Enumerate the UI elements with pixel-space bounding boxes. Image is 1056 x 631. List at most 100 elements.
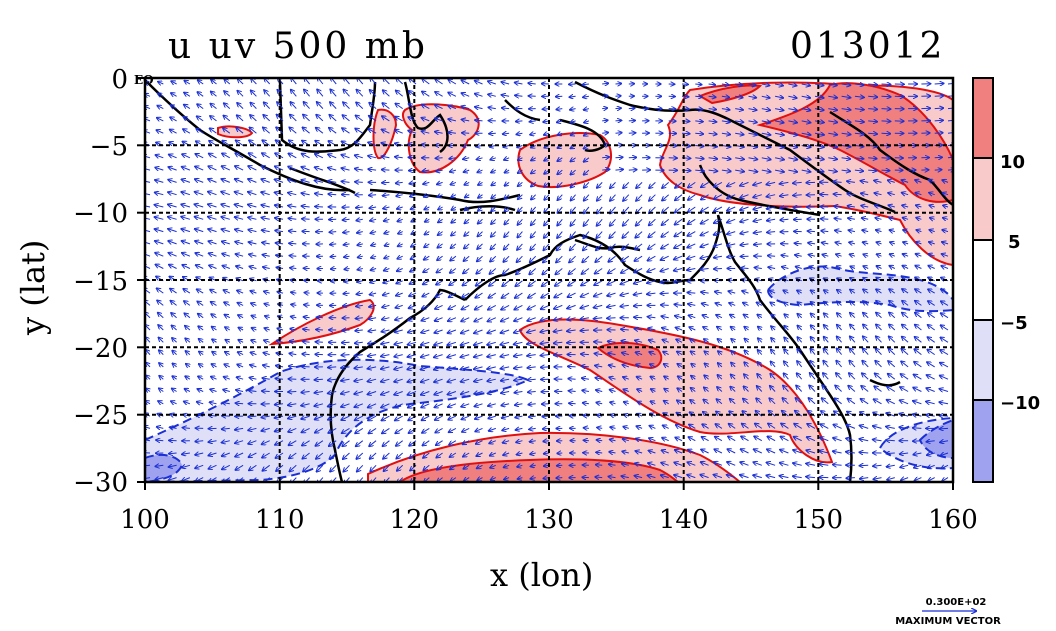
wind-vector [602,96,608,97]
wind-vector [342,168,350,170]
wind-vector [155,217,164,219]
wind-vector [490,158,496,160]
wind-vector [847,181,855,182]
wind-vector [902,205,909,207]
wind-vector [435,132,443,134]
wind-vector [662,182,670,188]
wind-vector [841,121,851,122]
coastline-sulawesi [403,81,449,154]
wind-vector [304,102,310,109]
wind-vector [610,182,616,188]
wind-vector [448,106,457,109]
wind-vector [748,133,758,135]
wind-vector [304,305,310,306]
wind-vector [531,194,537,200]
wind-vector [491,231,497,237]
wind-vector [236,141,244,146]
wind-vector [330,232,337,233]
wind-vector [841,109,851,110]
wind-vector [343,102,350,109]
wind-vector [727,181,736,186]
wind-vector [491,195,497,199]
wind-vector [168,229,177,232]
wind-vector [516,121,523,122]
wind-vector [505,206,510,212]
wind-vector [740,195,749,198]
wind-vector [748,109,757,111]
wind-vector [198,92,204,97]
wind-vector [422,118,430,121]
wind-vector [277,102,284,109]
wind-vector [814,96,824,98]
wind-vector [343,219,350,220]
wind-vector [195,192,204,195]
wind-vector [846,478,855,479]
wind-vector [464,182,470,184]
wind-vector [748,121,757,123]
wind-vector [828,109,837,111]
wind-vector [793,182,802,183]
wind-vector [848,218,855,219]
wind-vector [623,218,630,225]
wind-vector [422,105,430,110]
wind-vector [355,142,364,146]
wind-vector [451,182,457,184]
colorbar-segment-negative [973,320,993,400]
wind-vector [518,158,523,160]
wind-vector [449,158,456,159]
x-tick-label: 110 [255,505,305,535]
wind-vector [355,169,363,171]
wind-vector [714,194,723,199]
wind-vector [501,82,510,84]
wind-vector [235,204,244,207]
wind-vector [557,231,563,238]
colorbar-segment-positive [973,158,993,240]
wind-vector [237,115,244,122]
wind-vector [615,133,622,134]
wind-vector [943,205,949,207]
wind-vector [881,84,891,85]
wind-vector [329,128,337,134]
wind-vector [210,128,217,134]
wind-vector [814,109,824,111]
wind-vector [761,109,770,111]
reference-vector: 0.300E+02 MAXIMUM VECTOR [895,597,1001,627]
wind-vector [437,182,443,184]
wind-vector [395,130,403,133]
wind-vector [315,207,323,208]
wind-vector [315,154,324,159]
wind-vector [649,194,656,201]
wind-vector [531,182,537,186]
wind-vector [570,96,576,97]
wind-vector [491,182,495,185]
wind-vector [438,195,443,197]
wind-vector [465,219,470,223]
wind-vector [788,84,796,86]
wind-vector [571,206,576,213]
wind-vector [303,128,310,134]
wind-vector [157,118,164,121]
wind-vector [222,166,231,171]
wind-vector [602,108,607,109]
wind-vector [328,154,337,157]
wind-vector [635,231,643,238]
wind-vector [695,96,702,97]
wind-vector [448,119,457,121]
wind-vector [251,103,257,109]
wind-vector [828,170,837,171]
wind-vector [181,229,191,232]
wind-vector [475,107,483,109]
wind-vector [435,105,443,110]
wind-vector [221,204,230,207]
wind-vector [222,179,230,183]
wind-vector [396,182,403,183]
wind-vector [424,207,430,209]
wind-vector [317,102,324,109]
wind-vector [615,108,621,109]
wind-vector [288,167,297,171]
wind-vector [382,130,390,134]
wind-vector [195,229,204,232]
wind-vector [583,231,590,239]
wind-vector [695,121,703,122]
wind-vector [841,158,851,159]
